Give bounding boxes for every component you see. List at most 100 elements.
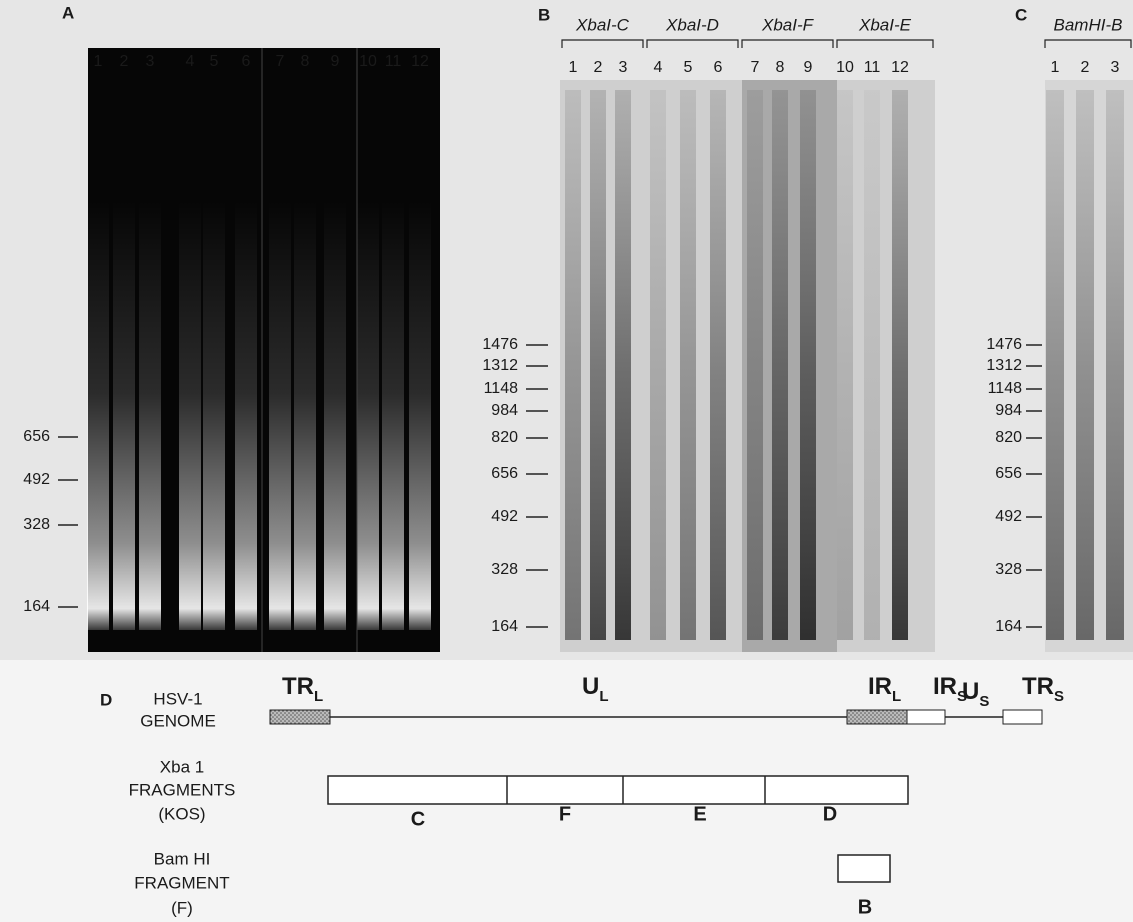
bracket xyxy=(836,39,934,48)
terminal-repeat xyxy=(269,709,331,725)
lane-smear xyxy=(139,200,161,630)
region-sub: L xyxy=(892,688,901,705)
lane-smear xyxy=(87,200,109,630)
size-marker: 1148 xyxy=(484,380,519,397)
lane-number: 9 xyxy=(331,53,340,70)
lane-smear xyxy=(113,200,135,630)
bam-fragment xyxy=(837,854,891,883)
region-label: UL xyxy=(582,673,609,705)
lane-number: 5 xyxy=(684,59,693,76)
lane-number: 12 xyxy=(891,59,909,76)
region-sub: S xyxy=(957,688,967,705)
fragment-label: C xyxy=(411,808,425,830)
row-label: HSV-1 xyxy=(153,689,202,708)
region-label: IRL xyxy=(868,673,901,705)
region-sub: S xyxy=(979,693,989,710)
lane-smear xyxy=(382,200,404,630)
fragment-label: E xyxy=(693,803,706,825)
row-label: FRAGMENTS xyxy=(129,780,236,799)
internal-repeat-s xyxy=(906,709,946,725)
size-marker: 328 xyxy=(23,516,50,533)
region-main: U xyxy=(582,673,599,700)
size-marker: 820 xyxy=(491,429,518,446)
lane-number: 1 xyxy=(569,59,578,76)
lane-smear xyxy=(800,90,816,640)
region-main: TR xyxy=(282,673,314,700)
bracket xyxy=(1044,39,1132,48)
lane-smear xyxy=(747,90,763,640)
internal-repeat-l xyxy=(846,709,908,725)
size-marker: 656 xyxy=(995,465,1022,482)
region-sub: L xyxy=(314,688,323,705)
lane-number: 5 xyxy=(210,53,219,70)
lane-number: 11 xyxy=(385,53,402,70)
lane-number: 3 xyxy=(146,53,155,70)
lane-number: 3 xyxy=(1111,59,1120,76)
region-sub: S xyxy=(1054,688,1064,705)
region-label: US xyxy=(962,678,989,710)
lane-number: 4 xyxy=(186,53,195,70)
lane-smear xyxy=(892,90,908,640)
lane-smear xyxy=(837,90,853,640)
size-marker: 984 xyxy=(491,402,518,419)
size-marker: 820 xyxy=(995,429,1022,446)
terminal-repeat-s xyxy=(1002,709,1043,725)
region-sub: L xyxy=(599,688,608,705)
fragment-group: XbaI-E xyxy=(858,15,912,34)
lane-number: 4 xyxy=(654,59,663,76)
lane-number: 12 xyxy=(411,53,429,70)
size-marker: 1312 xyxy=(482,357,518,374)
lane-smear xyxy=(409,200,431,630)
lane-smear xyxy=(294,200,316,630)
lane-number: 6 xyxy=(242,53,251,70)
size-marker: 164 xyxy=(995,618,1022,635)
size-marker: 656 xyxy=(491,465,518,482)
bracket xyxy=(561,39,644,48)
size-marker: 492 xyxy=(23,471,50,488)
size-marker: 492 xyxy=(491,508,518,525)
panel-label: D xyxy=(100,690,112,709)
lane-smear xyxy=(680,90,696,640)
lane-number: 8 xyxy=(301,53,310,70)
region-main: TR xyxy=(1022,673,1054,700)
lane-number: 6 xyxy=(714,59,723,76)
lane-number: 10 xyxy=(836,59,854,76)
region-label: TRS xyxy=(1022,673,1064,705)
lane-smear xyxy=(269,200,291,630)
lane-number: 1 xyxy=(94,53,103,70)
lane-number: 8 xyxy=(776,59,785,76)
lane-smear xyxy=(590,90,606,640)
size-marker: 1148 xyxy=(988,380,1023,397)
size-marker: 1476 xyxy=(986,336,1022,353)
xba-fragments xyxy=(327,775,909,805)
lane-smear xyxy=(324,200,346,630)
panel-label: A xyxy=(62,3,74,22)
size-marker: 1476 xyxy=(482,336,518,353)
region-label: IRS xyxy=(933,673,967,705)
bracket xyxy=(646,39,739,48)
size-marker: 328 xyxy=(995,561,1022,578)
panel-label: B xyxy=(538,5,550,24)
lane-number: 7 xyxy=(751,59,760,76)
lane-smear xyxy=(203,200,225,630)
lane-number: 2 xyxy=(1081,59,1090,76)
row-label: Bam HI xyxy=(154,849,211,868)
lane-number: 9 xyxy=(804,59,813,76)
lane-smear xyxy=(179,200,201,630)
fragment-group: XbaI-C xyxy=(575,15,630,34)
size-marker: 328 xyxy=(491,561,518,578)
region-main: IR xyxy=(868,673,892,700)
lane-smear xyxy=(565,90,581,640)
panel-label: C xyxy=(1015,5,1027,24)
lane-number: 7 xyxy=(276,53,285,70)
lane-smear xyxy=(650,90,666,640)
lane-number: 1 xyxy=(1051,59,1060,76)
size-marker: 164 xyxy=(491,618,518,635)
region-main: IR xyxy=(933,673,957,700)
lane-smear xyxy=(710,90,726,640)
lane-number: 3 xyxy=(619,59,628,76)
fragment-group: XbaI-D xyxy=(665,15,719,34)
lane-smear xyxy=(772,90,788,640)
